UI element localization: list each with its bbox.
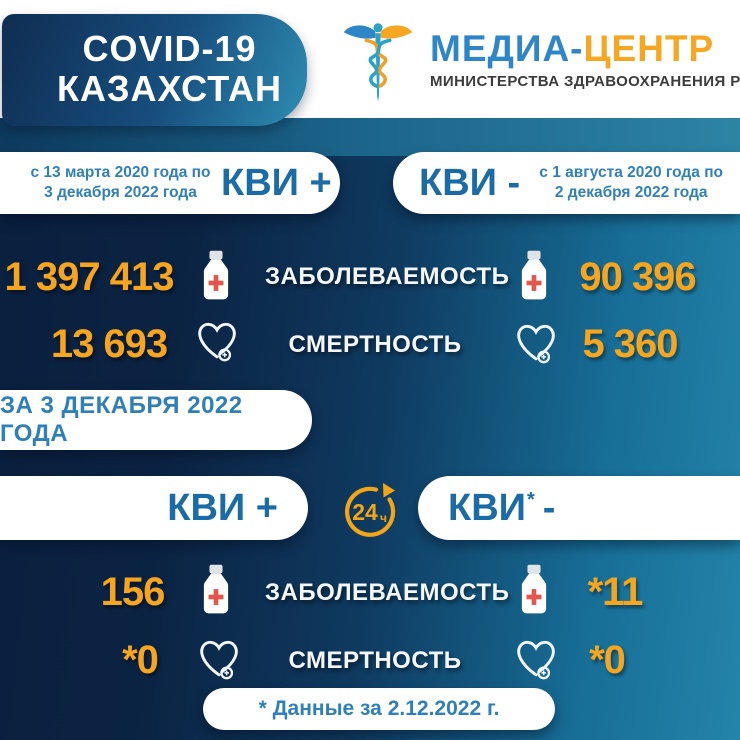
cumulative-kvi-plus-pill: с 13 марта 2020 года по 3 декабря 2022 г… (0, 152, 340, 214)
caduceus-icon (342, 20, 414, 109)
daily-kvi-plus-pill: КВИ + (0, 476, 308, 540)
svg-text:24: 24 (352, 499, 378, 525)
daily-date-text: ЗА 3 ДЕКАБРЯ 2022 ГОДА (0, 392, 243, 447)
cumulative-incidence-kvi-plus-value: 1 397 413 (4, 255, 175, 299)
kvi-plus-period-line1: с 13 марта 2020 года по (30, 163, 211, 181)
daily-kvi-plus-label: КВИ + (167, 486, 278, 529)
kvi-plus-label: КВИ + (221, 161, 332, 204)
cumulative-kvi-minus-pill: КВИ - с 1 августа 2020 года по 2 декабря… (393, 152, 740, 214)
daily-kvi-minus-base: КВИ (448, 486, 526, 529)
badge-line2: КАЗАХСТАН (57, 68, 282, 110)
cumulative-incidence-kvi-minus-value: 90 396 (579, 255, 696, 299)
medicine-bottle-icon (520, 250, 548, 307)
kvi-plus-period-line2: 3 декабря 2022 года (44, 184, 197, 201)
kvi-minus-period: с 1 августа 2020 года по 2 декабря 2022 … (536, 163, 726, 203)
media-center-logo: МЕДИА-ЦЕНТР МИНИСТЕРСТВА ЗДРАВООХРАНЕНИЯ… (342, 20, 740, 109)
logo-subtitle: МИНИСТЕРСТВА ЗДРАВООХРАНЕНИЯ РК (430, 73, 740, 90)
heart-stethoscope-icon (195, 636, 243, 686)
heart-stethoscope-icon (512, 320, 560, 370)
logo-text: МЕДИА-ЦЕНТР МИНИСТЕРСТВА ЗДРАВООХРАНЕНИЯ… (430, 20, 740, 90)
kvi-minus-period-line1: с 1 августа 2020 года по (539, 163, 724, 181)
kvi-plus-period: с 13 марта 2020 года по 3 декабря 2022 г… (28, 163, 213, 203)
heart-stethoscope-icon (193, 318, 241, 368)
kvi-minus-period-line2: 2 декабря 2022 года (554, 184, 708, 201)
daily-date-banner: ЗА 3 ДЕКАБРЯ 2022 ГОДА (0, 390, 312, 450)
cumulative-mortality-kvi-plus-value: 13 693 (50, 322, 168, 366)
daily-incidence-kvi-plus-value: 156 (100, 570, 166, 614)
cumulative-mortality-label: СМЕРТНОСТЬ (288, 331, 462, 358)
daily-mortality-label: СМЕРТНОСТЬ (288, 647, 462, 674)
medicine-bottle-icon (520, 564, 548, 621)
daily-incidence-kvi-minus-value: *11 (587, 570, 644, 614)
24h-icon: 24 ч (338, 480, 398, 545)
logo-title: МЕДИА-ЦЕНТР (430, 30, 740, 67)
daily-incidence-label: ЗАБОЛЕВАЕМОСТЬ (265, 579, 510, 606)
daily-kvi-minus-pill: КВИ* - (418, 476, 740, 540)
daily-kvi-minus-asterisk: * (526, 488, 535, 511)
heart-stethoscope-icon (512, 636, 560, 686)
daily-kvi-minus-sign: - (542, 486, 556, 529)
covid-kazakhstan-badge: COVID-19 КАЗАХСТАН (2, 14, 307, 126)
footnote-pill: * Данные за 2.12.2022 г. (203, 688, 555, 730)
kvi-minus-label: КВИ - (419, 161, 521, 204)
medicine-bottle-icon (202, 564, 230, 621)
logo-title-accent: ЦЕНТР (583, 28, 715, 69)
cumulative-mortality-kvi-minus-value: 5 360 (582, 322, 678, 366)
logo-title-primary: МЕДИА- (430, 28, 584, 69)
cumulative-incidence-label: ЗАБОЛЕВАЕМОСТЬ (265, 263, 510, 290)
footnote-text: * Данные за 2.12.2022 г. (258, 697, 500, 720)
medicine-bottle-icon (202, 250, 230, 307)
badge-line1: COVID-19 (82, 28, 257, 70)
daily-mortality-kvi-plus-value: *0 (122, 638, 159, 682)
daily-kvi-minus-label: КВИ* - (448, 487, 555, 530)
daily-mortality-kvi-minus-value: *0 (589, 638, 626, 682)
svg-text:ч: ч (380, 511, 387, 525)
